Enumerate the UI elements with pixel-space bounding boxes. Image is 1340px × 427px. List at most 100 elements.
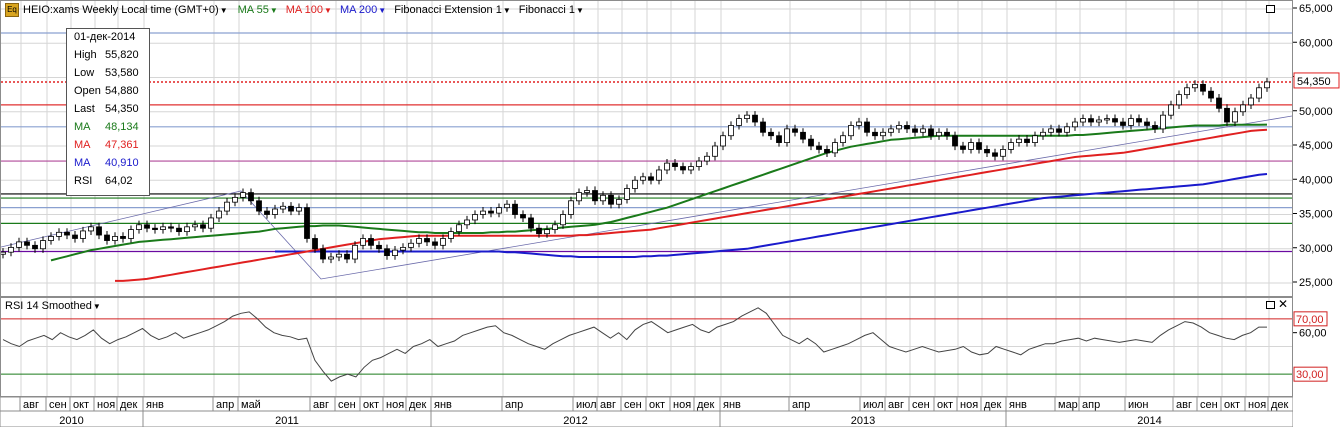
candle-body xyxy=(904,125,910,130)
candlestick xyxy=(64,228,70,240)
candlestick xyxy=(72,230,78,243)
rsi-chart-canvas[interactable] xyxy=(1,298,1292,396)
candlestick xyxy=(344,250,350,264)
rsi-title: RSI 14 Smoothed xyxy=(5,300,92,312)
oversold-label: 30,00 xyxy=(1296,369,1324,381)
candle-body xyxy=(112,236,118,241)
year-label: 2012 xyxy=(563,415,587,427)
candlestick xyxy=(488,206,494,218)
candle-body xyxy=(928,128,934,137)
maximize-icon[interactable] xyxy=(1266,5,1275,13)
infobox-row: MA 40,910 xyxy=(74,157,150,171)
candle-body xyxy=(520,214,526,219)
candle-body xyxy=(216,210,222,219)
indicator-label: MA 55 xyxy=(237,4,269,16)
candle-body xyxy=(600,194,606,202)
candle-body xyxy=(400,246,406,251)
rsi-title-selector[interactable]: RSI 14 Smoothed▼ xyxy=(5,300,101,312)
rsi-panel[interactable]: RSI 14 Smoothed▼ ✕ xyxy=(0,297,1293,397)
candle-body xyxy=(1264,81,1270,89)
candlestick xyxy=(872,128,878,140)
candle-body xyxy=(224,201,230,212)
candlestick xyxy=(320,244,326,264)
candlestick xyxy=(688,162,694,175)
month-label: авг xyxy=(1176,399,1192,411)
candlestick xyxy=(1200,80,1206,96)
candle-body xyxy=(944,131,950,137)
candle-body xyxy=(920,128,926,133)
candlestick xyxy=(280,202,286,214)
price-axis[interactable]: 25,00030,00035,00040,00045,00050,00055,0… xyxy=(1293,0,1340,297)
candlestick xyxy=(552,220,558,234)
candle-body xyxy=(1024,138,1030,143)
candle-body xyxy=(440,238,446,246)
infobox-value: 54,350 xyxy=(105,103,139,115)
candlestick xyxy=(1216,93,1222,113)
rsi-axis[interactable]: 60,00 70,00 30,00 xyxy=(1293,297,1340,397)
candle-body xyxy=(672,162,678,167)
candlestick xyxy=(752,111,758,127)
month-label: окт xyxy=(1224,399,1240,411)
price-chart-canvas[interactable] xyxy=(1,1,1292,296)
candlestick xyxy=(1080,114,1086,127)
candle-body xyxy=(808,138,814,147)
infobox-key: MA xyxy=(74,121,91,133)
candle-body xyxy=(312,238,318,250)
candle-body xyxy=(1016,138,1022,143)
month-label: сен xyxy=(912,399,930,411)
infobox-row: RSI 64,02 xyxy=(74,175,150,189)
candle-body xyxy=(776,135,782,143)
candlestick xyxy=(592,186,598,205)
indicator-item[interactable]: Fibonacci Extension 1 ▼ xyxy=(394,4,511,16)
close-icon[interactable]: ✕ xyxy=(1278,297,1289,311)
indicator-item[interactable]: MA 200 ▼ xyxy=(340,4,386,16)
year-label: 2014 xyxy=(1137,415,1161,427)
candle-body xyxy=(88,226,94,232)
price-chart-panel[interactable]: Eq HEIO:xams Weekly Local time (GMT+0) ▼ … xyxy=(0,0,1293,297)
candle-body xyxy=(952,135,958,147)
candle-body xyxy=(264,210,270,215)
candle-body xyxy=(472,214,478,221)
month-label: апр xyxy=(216,399,234,411)
candle-body xyxy=(1072,121,1078,128)
candle-body xyxy=(1056,128,1062,133)
candle-body xyxy=(416,238,422,244)
candle-body xyxy=(792,128,798,133)
indicator-item[interactable]: MA 100 ▼ xyxy=(286,4,332,16)
restore-icon[interactable] xyxy=(1266,301,1275,309)
month-label: янв xyxy=(723,399,741,411)
candle-body xyxy=(232,196,238,203)
candle-body xyxy=(72,234,78,239)
candle-body xyxy=(376,244,382,250)
candle-body xyxy=(1000,149,1006,157)
candlestick xyxy=(120,232,126,243)
candle-body xyxy=(48,236,54,241)
candlestick xyxy=(136,220,142,234)
symbol-selector[interactable]: HEIO:xams Weekly Local time (GMT+0) ▼ xyxy=(23,4,228,16)
price-tick-label: 45,000 xyxy=(1299,140,1333,152)
candlestick xyxy=(728,121,734,140)
candlestick xyxy=(88,222,94,236)
candle-body xyxy=(1032,135,1038,143)
candle-body xyxy=(1040,131,1046,137)
candle-body xyxy=(1080,118,1086,123)
candlestick xyxy=(48,232,54,245)
candle-body xyxy=(256,200,262,212)
candle-body xyxy=(1144,121,1150,126)
candle-body xyxy=(304,207,310,239)
candlestick xyxy=(1072,117,1078,131)
candle-body xyxy=(912,128,918,133)
candle-body xyxy=(848,125,854,137)
month-label: дек xyxy=(1271,399,1289,411)
candlestick xyxy=(1256,83,1262,103)
chevron-down-icon: ▼ xyxy=(219,5,228,15)
candle-body xyxy=(1128,118,1134,126)
month-label: окт xyxy=(73,399,89,411)
indicator-item[interactable]: MA 55 ▼ xyxy=(238,4,278,16)
time-axis[interactable]: авг сен окт ноя дек янв апр май авг сен окт ноя дек я… xyxy=(0,397,1293,427)
candle-body xyxy=(584,190,590,193)
indicator-item[interactable]: Fibonacci 1 ▼ xyxy=(519,4,584,16)
candlestick xyxy=(1192,80,1198,92)
candle-body xyxy=(880,131,886,137)
candlestick xyxy=(408,239,414,252)
